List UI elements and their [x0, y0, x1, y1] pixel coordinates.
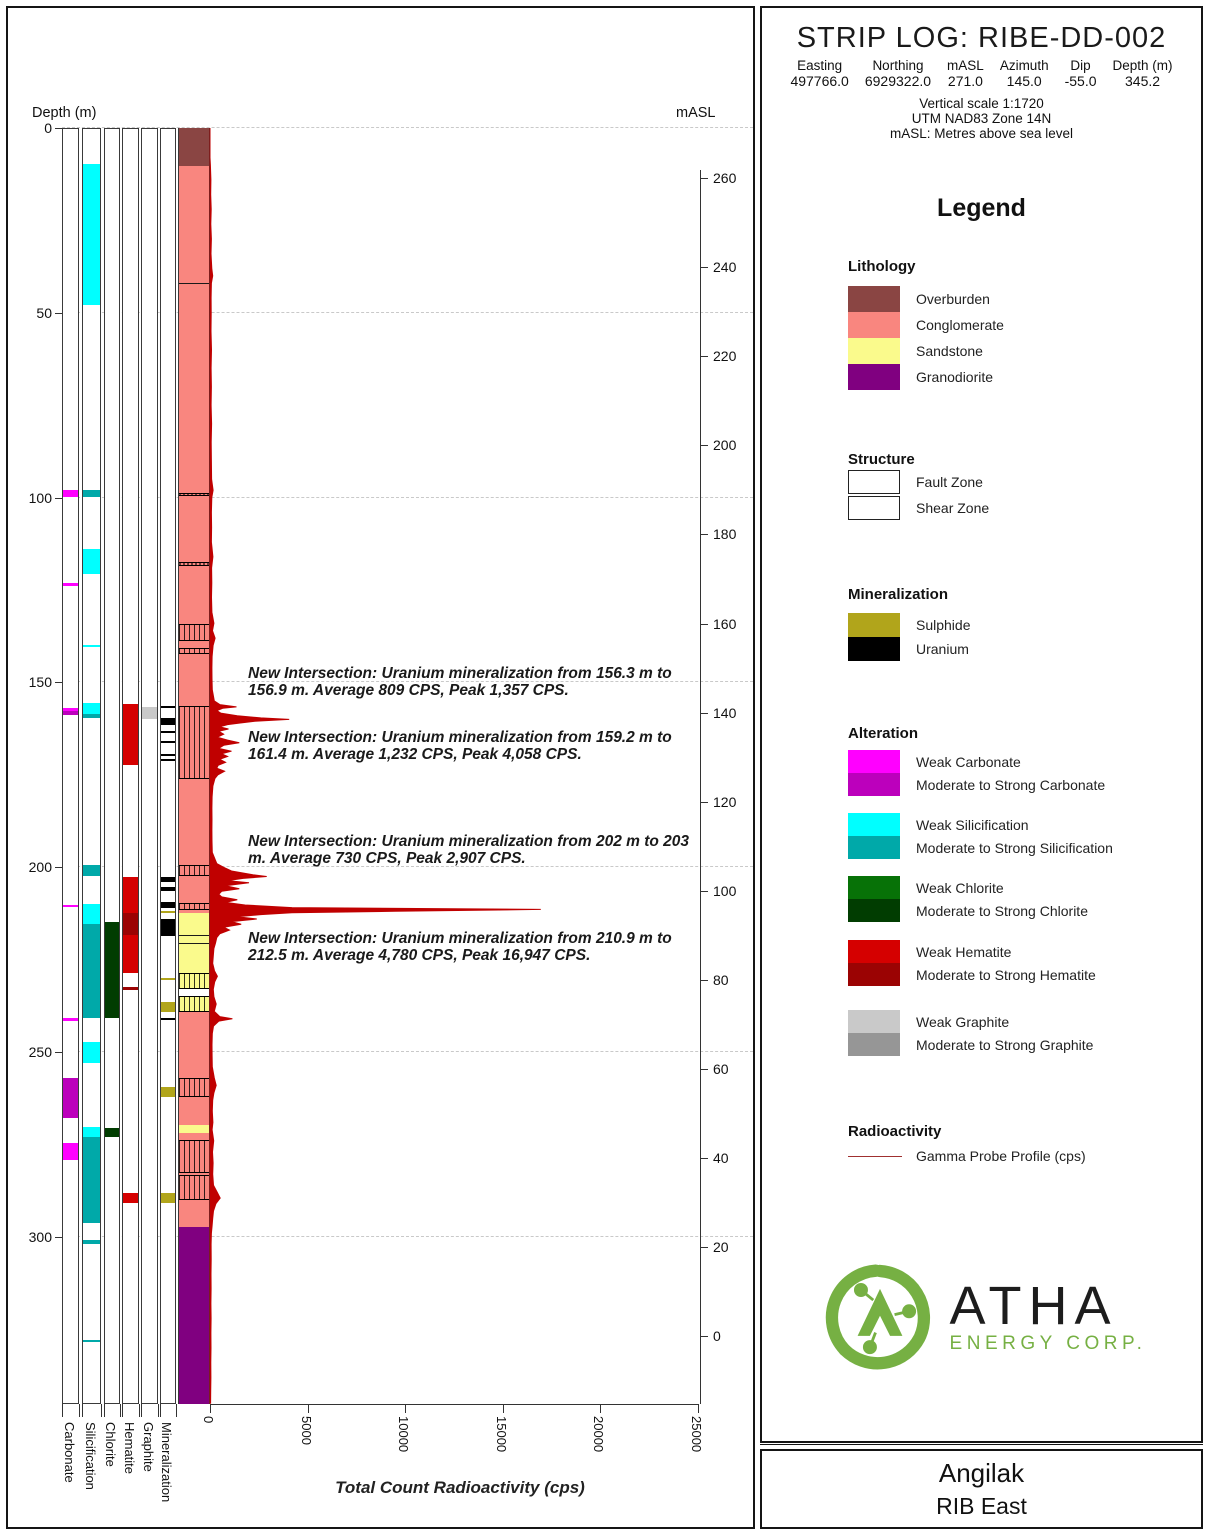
field-label: Dip — [1070, 58, 1091, 73]
legend-label-hematite-strong: Moderate to Strong Hematite — [916, 967, 1096, 983]
legend-label-overburden: Overburden — [916, 291, 990, 307]
note-datum: UTM NAD83 Zone 14N — [911, 111, 1052, 126]
legend-title: Legend — [937, 194, 1026, 222]
legend-label-granodiorite: Granodiorite — [916, 369, 994, 385]
legend-heading-structure: Structure — [848, 451, 915, 468]
legend-label-shear: Shear Zone — [916, 500, 990, 516]
hole-info-field: mASL 271.0 — [947, 58, 984, 89]
legend-label-hematite-weak: Weak Hematite — [916, 944, 1012, 960]
legend-swatch-graphite-weak — [848, 1010, 900, 1033]
legend-swatch-fault — [848, 470, 900, 494]
legend-label-chlorite-weak: Weak Chlorite — [916, 880, 1004, 896]
legend-heading-radioactivity: Radioactivity — [848, 1123, 942, 1140]
legend-swatch-silicification-weak — [848, 813, 900, 836]
legend-label-carbonate-strong: Moderate to Strong Carbonate — [916, 777, 1106, 793]
legend-label-sulphide: Sulphide — [916, 617, 971, 633]
field-label: Azimuth — [999, 58, 1049, 73]
legend-heading-alteration: Alteration — [848, 725, 919, 742]
hole-info-field: Easting 497766.0 — [790, 58, 848, 89]
divider — [760, 1444, 1203, 1445]
legend-swatch-overburden — [848, 286, 900, 312]
strip-log-panel — [6, 6, 755, 1529]
legend-label-graphite-weak: Weak Graphite — [916, 1014, 1010, 1030]
hole-info-field: Northing 6929322.0 — [865, 58, 931, 89]
legend-label-silicification-strong: Moderate to Strong Silicification — [916, 840, 1113, 856]
legend-swatch-shear — [848, 496, 900, 520]
radioactivity-axis-title: Total Count Radioactivity (cps) — [335, 1478, 585, 1497]
hole-info-table: Easting 497766.0 Northing 6929322.0 mASL 271.… — [770, 58, 1193, 89]
field-value: 271.0 — [947, 73, 983, 89]
field-value: 345.2 — [1125, 73, 1161, 89]
legend-swatch-sulphide — [848, 613, 900, 637]
field-label: Depth (m) — [1112, 58, 1173, 73]
project-name: Angilak — [938, 1458, 1025, 1488]
note-scale: Vertical scale 1:1720 — [919, 96, 1044, 111]
legend-swatch-carbonate-strong — [848, 773, 900, 796]
site-panel: Angilak RIB East — [760, 1449, 1203, 1529]
atha-logo-icon — [825, 1264, 930, 1370]
field-label: Easting — [797, 58, 843, 73]
legend-swatch-hematite-weak — [848, 940, 900, 963]
legend-swatch-sandstone — [848, 338, 900, 364]
legend-label-graphite-strong: Moderate to Strong Graphite — [916, 1037, 1094, 1053]
field-value: 145.0 — [1006, 73, 1042, 89]
legend-swatch-graphite-strong — [848, 1033, 900, 1056]
legend-label-carbonate-weak: Weak Carbonate — [916, 754, 1021, 770]
map-notes: Vertical scale 1:1720 UTM NAD83 Zone 14N… — [760, 96, 1203, 141]
legend-label-fault: Fault Zone — [916, 474, 983, 490]
legend-label-silicification-weak: Weak Silicification — [916, 817, 1029, 833]
legend-label-uranium: Uranium — [916, 641, 969, 657]
logo-wordmark: ATHA ENERGY CORP. — [949, 1276, 1147, 1355]
depth-axis-label: Depth (m) — [32, 105, 97, 121]
legend-swatch-granodiorite — [848, 364, 900, 390]
hole-info-field: Azimuth 145.0 — [1000, 58, 1049, 89]
page-title: STRIP LOG: RIBE-DD-002 — [796, 22, 1167, 54]
legend-heading-lithology: Lithology — [848, 258, 916, 275]
masl-axis-label: mASL — [676, 105, 716, 121]
legend-label-sandstone: Sandstone — [916, 343, 983, 359]
legend-swatch-silicification-strong — [848, 836, 900, 859]
field-label: mASL — [947, 58, 984, 73]
note-masl: mASL: Metres above sea level — [889, 126, 1074, 141]
legend-gamma-line — [848, 1156, 902, 1157]
company-logo: ATHA ENERGY CORP. — [790, 1262, 1180, 1374]
legend-swatch-uranium — [848, 637, 900, 661]
legend-swatch-carbonate-weak — [848, 750, 900, 773]
field-label: Northing — [872, 58, 924, 73]
legend-label-chlorite-strong: Moderate to Strong Chlorite — [916, 903, 1088, 919]
hole-info-field: Depth (m) 345.2 — [1113, 58, 1173, 89]
field-value: 497766.0 — [790, 73, 849, 89]
hole-info-field: Dip -55.0 — [1065, 58, 1097, 89]
legend-label-conglomerate: Conglomerate — [916, 317, 1004, 333]
logo-subtitle: ENERGY CORP. — [949, 1333, 1147, 1354]
legend-swatch-hematite-strong — [848, 963, 900, 986]
info-legend-panel — [760, 6, 1203, 1443]
legend-heading-mineralization: Mineralization — [848, 586, 949, 603]
legend-swatch-conglomerate — [848, 312, 900, 338]
logo-name: ATHA — [949, 1276, 1118, 1336]
legend-swatch-chlorite-weak — [848, 876, 900, 899]
legend-swatch-chlorite-strong — [848, 899, 900, 922]
field-value: -55.0 — [1064, 73, 1097, 89]
area-name: RIB East — [936, 1493, 1027, 1519]
legend-label-gamma: Gamma Probe Profile (cps) — [916, 1148, 1086, 1164]
field-value: 6929322.0 — [864, 73, 932, 89]
